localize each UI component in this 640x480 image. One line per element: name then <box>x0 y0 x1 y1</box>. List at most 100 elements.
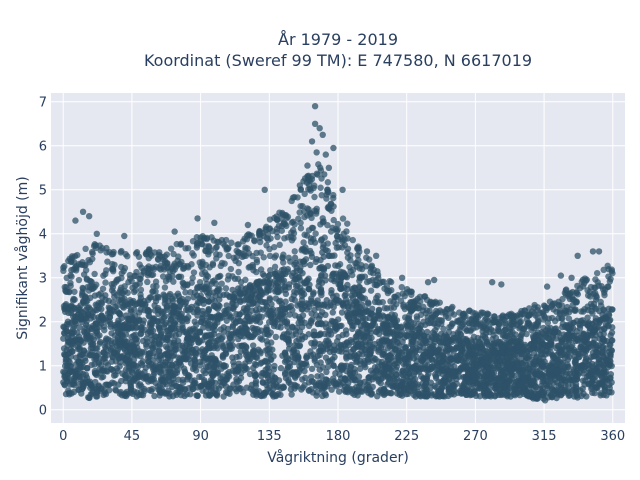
data-point <box>216 302 223 310</box>
data-point <box>583 336 590 344</box>
data-point <box>355 373 363 380</box>
data-point <box>169 361 176 369</box>
data-point <box>161 321 168 328</box>
data-point <box>450 369 457 376</box>
data-point <box>81 355 89 362</box>
data-point <box>277 297 284 305</box>
data-point <box>308 310 315 317</box>
data-point <box>375 373 382 381</box>
data-point <box>405 370 412 377</box>
data-point <box>494 354 501 361</box>
data-point <box>495 338 502 346</box>
data-point <box>115 354 123 361</box>
data-point <box>154 306 162 314</box>
data-point <box>69 348 76 355</box>
data-point <box>584 314 591 321</box>
data-point <box>270 366 278 373</box>
data-point <box>507 363 514 371</box>
data-point <box>570 319 577 326</box>
data-point <box>205 298 212 305</box>
data-point <box>285 281 293 288</box>
data-point <box>256 305 263 313</box>
data-point <box>127 379 134 387</box>
data-point <box>422 348 429 355</box>
data-point <box>141 302 149 309</box>
data-point <box>277 364 285 372</box>
data-point <box>397 324 405 331</box>
data-point <box>305 386 313 394</box>
data-point <box>263 338 270 345</box>
data-point <box>396 357 403 364</box>
data-point <box>251 373 259 380</box>
data-point <box>511 391 519 399</box>
data-point <box>346 370 354 378</box>
data-point <box>485 392 492 399</box>
data-point <box>354 252 361 259</box>
data-point <box>100 366 107 373</box>
data-point <box>412 393 419 400</box>
data-point <box>67 367 75 375</box>
data-point <box>70 317 77 325</box>
data-point <box>176 383 183 391</box>
data-point <box>93 393 100 400</box>
data-point <box>361 378 368 386</box>
data-point <box>207 335 214 343</box>
data-point <box>174 290 182 297</box>
data-point <box>592 276 599 283</box>
data-point <box>437 379 444 386</box>
data-point <box>329 271 336 278</box>
data-point <box>222 383 230 390</box>
data-point <box>520 390 528 398</box>
data-point <box>410 365 417 373</box>
data-point <box>392 366 400 373</box>
data-point <box>77 315 84 322</box>
data-point <box>146 386 153 394</box>
data-point <box>594 350 601 358</box>
data-point <box>103 244 110 252</box>
data-point <box>601 291 608 299</box>
data-point <box>211 358 218 365</box>
data-point <box>444 371 452 379</box>
data-point <box>517 333 524 341</box>
data-point <box>506 354 513 361</box>
data-point <box>237 348 245 355</box>
data-point <box>447 355 455 362</box>
data-point <box>312 230 319 237</box>
data-point <box>237 279 245 286</box>
data-point <box>450 391 458 398</box>
data-point <box>286 311 293 318</box>
data-point <box>252 382 260 390</box>
data-point <box>115 322 123 329</box>
data-point <box>102 354 109 362</box>
data-point <box>352 309 360 317</box>
data-point <box>403 320 410 327</box>
data-point <box>519 366 527 373</box>
data-point <box>330 380 338 387</box>
data-point <box>591 326 598 334</box>
data-point <box>609 324 616 331</box>
data-point <box>157 316 165 324</box>
data-point <box>607 350 614 358</box>
data-point <box>247 294 255 301</box>
data-point <box>570 335 578 342</box>
data-point <box>210 237 218 244</box>
data-point <box>364 307 372 315</box>
data-point <box>421 336 428 344</box>
data-point <box>212 339 219 347</box>
data-point <box>368 322 375 329</box>
data-point <box>60 302 68 310</box>
data-point <box>289 369 296 376</box>
data-point <box>470 371 477 378</box>
data-point <box>601 314 609 321</box>
data-point <box>512 356 519 364</box>
data-point <box>472 310 479 317</box>
data-point <box>483 354 491 361</box>
data-point <box>335 388 343 395</box>
data-point <box>584 292 592 299</box>
data-point <box>320 253 328 260</box>
data-point <box>338 366 346 373</box>
data-point <box>176 355 184 362</box>
data-point <box>356 365 364 372</box>
data-point <box>311 340 318 347</box>
data-point <box>328 386 335 393</box>
